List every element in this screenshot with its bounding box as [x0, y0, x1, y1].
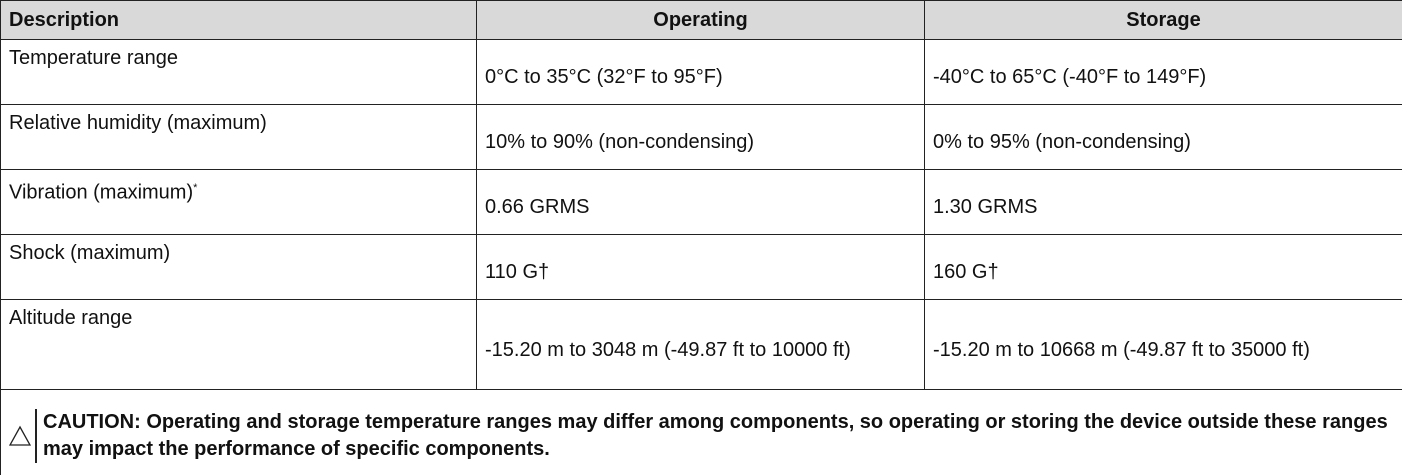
table-body: Temperature range 0°C to 35°C (32°F to 95…: [0, 39, 1402, 475]
table-cell: -40°C to 65°C (-40°F to 149°F): [924, 39, 1402, 105]
table-row: Relative humidity (maximum) 10% to 90% (n…: [0, 104, 1402, 170]
table-cell: Shock (maximum): [0, 234, 477, 300]
caution-text: CAUTION: Operating and storage temperatu…: [35, 409, 1394, 463]
table-cell: -15.20 m to 3048 m (-49.87 ft to 10000 f…: [476, 299, 925, 390]
table-header: Description Operating Storage: [0, 0, 1402, 40]
table-cell: 0% to 95% (non-condensing): [924, 104, 1402, 170]
triangle: [9, 425, 31, 446]
caution-icon: [9, 425, 31, 446]
table-row: Altitude range -15.20 m to 3048 m (-49.87…: [0, 299, 1402, 390]
table-cell: 160 G†: [924, 234, 1402, 300]
table-row: Shock (maximum) 110 G† 160 G†: [0, 234, 1402, 300]
table-cell: 0°C to 35°C (32°F to 95°F): [476, 39, 925, 105]
table-cell: Altitude range: [0, 299, 477, 390]
header-cell: Description: [0, 0, 477, 40]
table-cell: Vibration (maximum)*: [0, 169, 477, 235]
table-row: Vibration (maximum)* 0.66 GRMS 1.30 GRMS: [0, 169, 1402, 235]
caution-row: CAUTION: Operating and storage temperatu…: [0, 389, 1402, 475]
table-row: Temperature range 0°C to 35°C (32°F to 95…: [0, 39, 1402, 105]
footnote-mark: *: [193, 182, 198, 194]
table-cell: Temperature range: [0, 39, 477, 105]
header-cell: Operating: [476, 0, 925, 40]
table-cell: 1.30 GRMS: [924, 169, 1402, 235]
header-cell: Storage: [924, 0, 1402, 40]
cell-text: Vibration (maximum): [9, 181, 194, 204]
table-cell: -15.20 m to 10668 m (-49.87 ft to 35000 …: [924, 299, 1402, 390]
table-cell: 110 G†: [476, 234, 925, 300]
caution-cell: CAUTION: Operating and storage temperatu…: [0, 389, 1402, 475]
caution-box: CAUTION: Operating and storage temperatu…: [9, 409, 1394, 463]
table-cell: 10% to 90% (non-condensing): [476, 104, 925, 170]
table-cell: 0.66 GRMS: [476, 169, 925, 235]
table-cell: Relative humidity (maximum): [0, 104, 477, 170]
header-row: Description Operating Storage: [0, 0, 1402, 40]
